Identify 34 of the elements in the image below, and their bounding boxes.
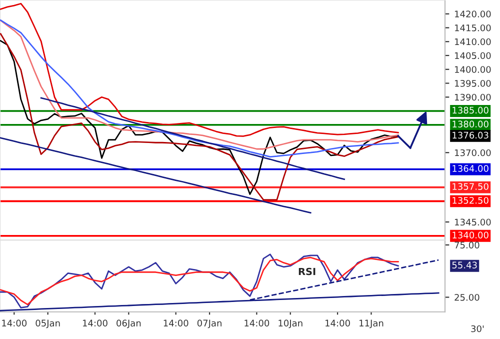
y-tick-label: 1395.00	[455, 80, 491, 87]
y-tick-label: 1400.00	[455, 66, 491, 73]
x-tick-label: 07Jan	[197, 320, 222, 328]
y-tick-label: 1410.00	[455, 38, 491, 46]
ref-line-label: 1380.00	[452, 120, 488, 128]
y-tick-label: 1345.00	[455, 218, 491, 226]
y-tick-label: 1370.00	[455, 149, 491, 156]
text: 1376.03	[452, 132, 488, 139]
x-tick-label: 10Jan	[278, 320, 302, 328]
text: 30'	[471, 325, 484, 332]
ref-line-label: 1340.00	[452, 232, 488, 238]
ref-line-label: 1385.00	[452, 106, 488, 114]
line-series	[40, 97, 345, 180]
ref-line-label: 1357.50	[452, 183, 488, 190]
y-tick-label: 75.00	[454, 242, 480, 248]
line-series	[0, 137, 312, 214]
ref-line-label: 1352.50	[452, 196, 488, 204]
y-tick-label: 1415.00	[455, 24, 491, 32]
x-tick-label: 14:00	[2, 320, 27, 327]
x-tick-label: 14:00	[244, 320, 270, 327]
y-tick-label: 1420.00	[455, 10, 491, 18]
ref-line-label: 1364.00	[452, 165, 488, 172]
text: 55.43	[452, 262, 477, 268]
x-tick-label: 14:00	[82, 320, 108, 327]
line-series	[0, 2, 399, 137]
x-tick-label: 05Jan	[36, 320, 60, 328]
x-tick-label: 14:00	[326, 320, 350, 327]
y-tick-label: 1390.00	[455, 94, 491, 101]
x-tick-label: 14:00	[164, 320, 188, 327]
y-tick-label: 1405.00	[455, 52, 491, 60]
y-tick-label: 25.00	[454, 294, 480, 301]
x-tick-label: 06Jan	[116, 320, 141, 328]
x-tick-label: 11Jan	[360, 320, 384, 328]
annotation: RSI	[298, 268, 316, 276]
